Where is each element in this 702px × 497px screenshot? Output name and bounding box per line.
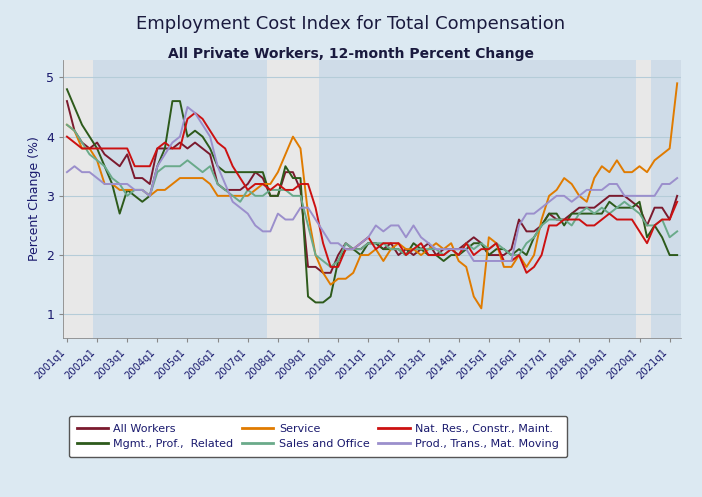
Bar	[636, 60, 651, 338]
Y-axis label: Percent Change (%): Percent Change (%)	[27, 136, 41, 261]
Bar	[63, 60, 93, 338]
Text: Employment Cost Index for Total Compensation: Employment Cost Index for Total Compensa…	[136, 15, 566, 33]
Legend: All Workers, Mgmt., Prof.,  Related, Service, Sales and Office, Nat. Res., Const: All Workers, Mgmt., Prof., Related, Serv…	[69, 416, 567, 457]
Text: All Private Workers, 12-month Percent Change: All Private Workers, 12-month Percent Ch…	[168, 47, 534, 61]
Bar	[267, 60, 319, 338]
